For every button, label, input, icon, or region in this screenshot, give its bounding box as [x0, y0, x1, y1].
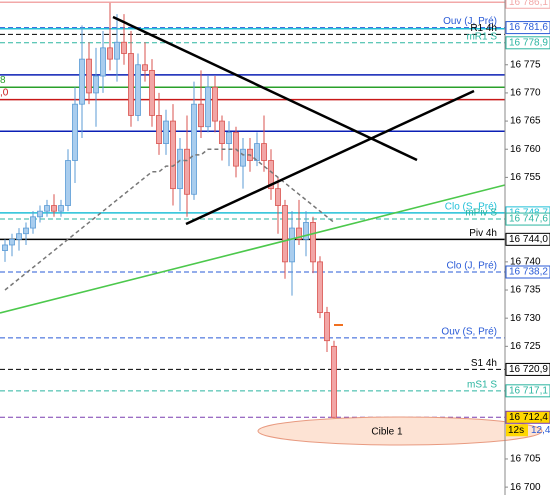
candle-body	[254, 143, 260, 161]
level-name: mR1 S	[466, 31, 497, 42]
candle-body	[114, 41, 120, 60]
level-name: Clo (S, Pré)	[445, 202, 497, 213]
y-tick-label: 16 770	[510, 88, 541, 99]
candle-body	[268, 160, 274, 190]
level-name: mPiv S	[465, 208, 497, 219]
y-tick-label: 16 775	[510, 59, 541, 70]
level-name: Ouv (J, Pré)	[443, 16, 497, 27]
candle-body	[163, 120, 169, 145]
trend-line	[185, 89, 475, 226]
candle-body	[296, 227, 302, 240]
level-name: R1 4h	[470, 23, 497, 34]
candle-body	[16, 233, 22, 240]
candle-body	[37, 210, 43, 218]
price-box	[505, 384, 550, 398]
candle-body	[2, 244, 8, 251]
candle-body	[282, 205, 288, 263]
price-label: 16 786,1	[509, 0, 548, 8]
y-tick-label: 16 725	[510, 341, 541, 352]
candle-body	[142, 64, 148, 71]
target-label: Cible 1	[371, 427, 403, 438]
candle-body	[121, 41, 127, 54]
candle-body	[191, 103, 197, 195]
candle-body	[170, 120, 176, 190]
candle-body	[100, 47, 106, 77]
candle-body	[23, 227, 29, 235]
candle-body	[317, 261, 323, 313]
candle-body	[184, 148, 190, 195]
countdown: 12s	[508, 425, 524, 436]
price-box	[505, 232, 550, 246]
level-left-label: 8	[0, 75, 6, 86]
price-label: 16 720,9	[509, 364, 548, 375]
y-tick-label: 16 735	[510, 285, 541, 296]
candle-body	[331, 345, 337, 418]
candle-body	[107, 47, 113, 60]
candle-body	[93, 75, 99, 94]
y-tick-label: 16 705	[510, 454, 541, 465]
level-name: mS1 S	[467, 379, 497, 390]
candle-body	[275, 188, 281, 206]
price-label: 16 712,4	[509, 412, 548, 423]
candles	[2, 2, 337, 443]
moving-average	[4, 148, 335, 291]
price-box	[505, 212, 550, 226]
candle-body	[79, 58, 85, 105]
price-box	[505, 362, 550, 376]
candle-body	[303, 222, 309, 240]
price-label: 16 738,2	[509, 267, 548, 278]
level-name: Piv 4h	[469, 228, 497, 239]
candle-body	[30, 216, 36, 229]
candle-body	[86, 58, 92, 94]
candle-body	[9, 238, 15, 246]
spread: 12,4	[531, 425, 550, 436]
candle-body	[205, 86, 211, 128]
level-name: Ouv (S, Pré)	[441, 327, 497, 338]
price-label: 16 744,0	[509, 234, 548, 245]
level-left-label: ,0	[0, 87, 9, 98]
price-label: 16 778,9	[509, 37, 548, 48]
y-tick-label: 16 760	[510, 144, 541, 155]
price-box	[505, 410, 550, 424]
target-zone	[257, 416, 543, 446]
countdown-box	[506, 424, 528, 437]
candle-body	[226, 131, 232, 145]
candle-body	[44, 205, 50, 212]
candle-body	[177, 148, 183, 190]
candle-body	[261, 143, 267, 161]
candle-body	[289, 227, 295, 263]
price-label: 16 717,1	[509, 385, 548, 396]
level-name: Clo (J, Pré)	[446, 261, 497, 272]
y-tick-label: 16 700	[510, 482, 541, 493]
level-name: S1 4h	[471, 358, 497, 369]
y-tick-label: 16 740	[510, 257, 541, 268]
y-tick-label: 16 730	[510, 313, 541, 324]
candle-body	[219, 120, 225, 145]
price-box	[505, 21, 550, 35]
candle-body	[310, 222, 316, 263]
trend-line	[0, 184, 506, 314]
candle-body	[212, 86, 218, 122]
y-tick-label: 16 755	[510, 172, 541, 183]
candle-body	[135, 64, 141, 116]
candle-body	[51, 205, 57, 212]
candle-body	[128, 53, 134, 116]
candle-body	[198, 103, 204, 128]
y-tick-label: 16 765	[510, 116, 541, 127]
price-box	[505, 265, 550, 279]
candle-body	[58, 205, 64, 212]
price-label: 16 747,6	[509, 214, 548, 225]
price-box	[505, 0, 550, 9]
candle-body	[240, 148, 246, 167]
candle-body	[72, 103, 78, 161]
candle-body	[65, 160, 71, 206]
price-box	[505, 36, 550, 50]
price-label: 16 781,6	[509, 22, 548, 33]
trend-line	[112, 15, 418, 162]
candle-body	[156, 115, 162, 145]
candle-body	[324, 312, 330, 342]
candle-body	[149, 69, 155, 116]
